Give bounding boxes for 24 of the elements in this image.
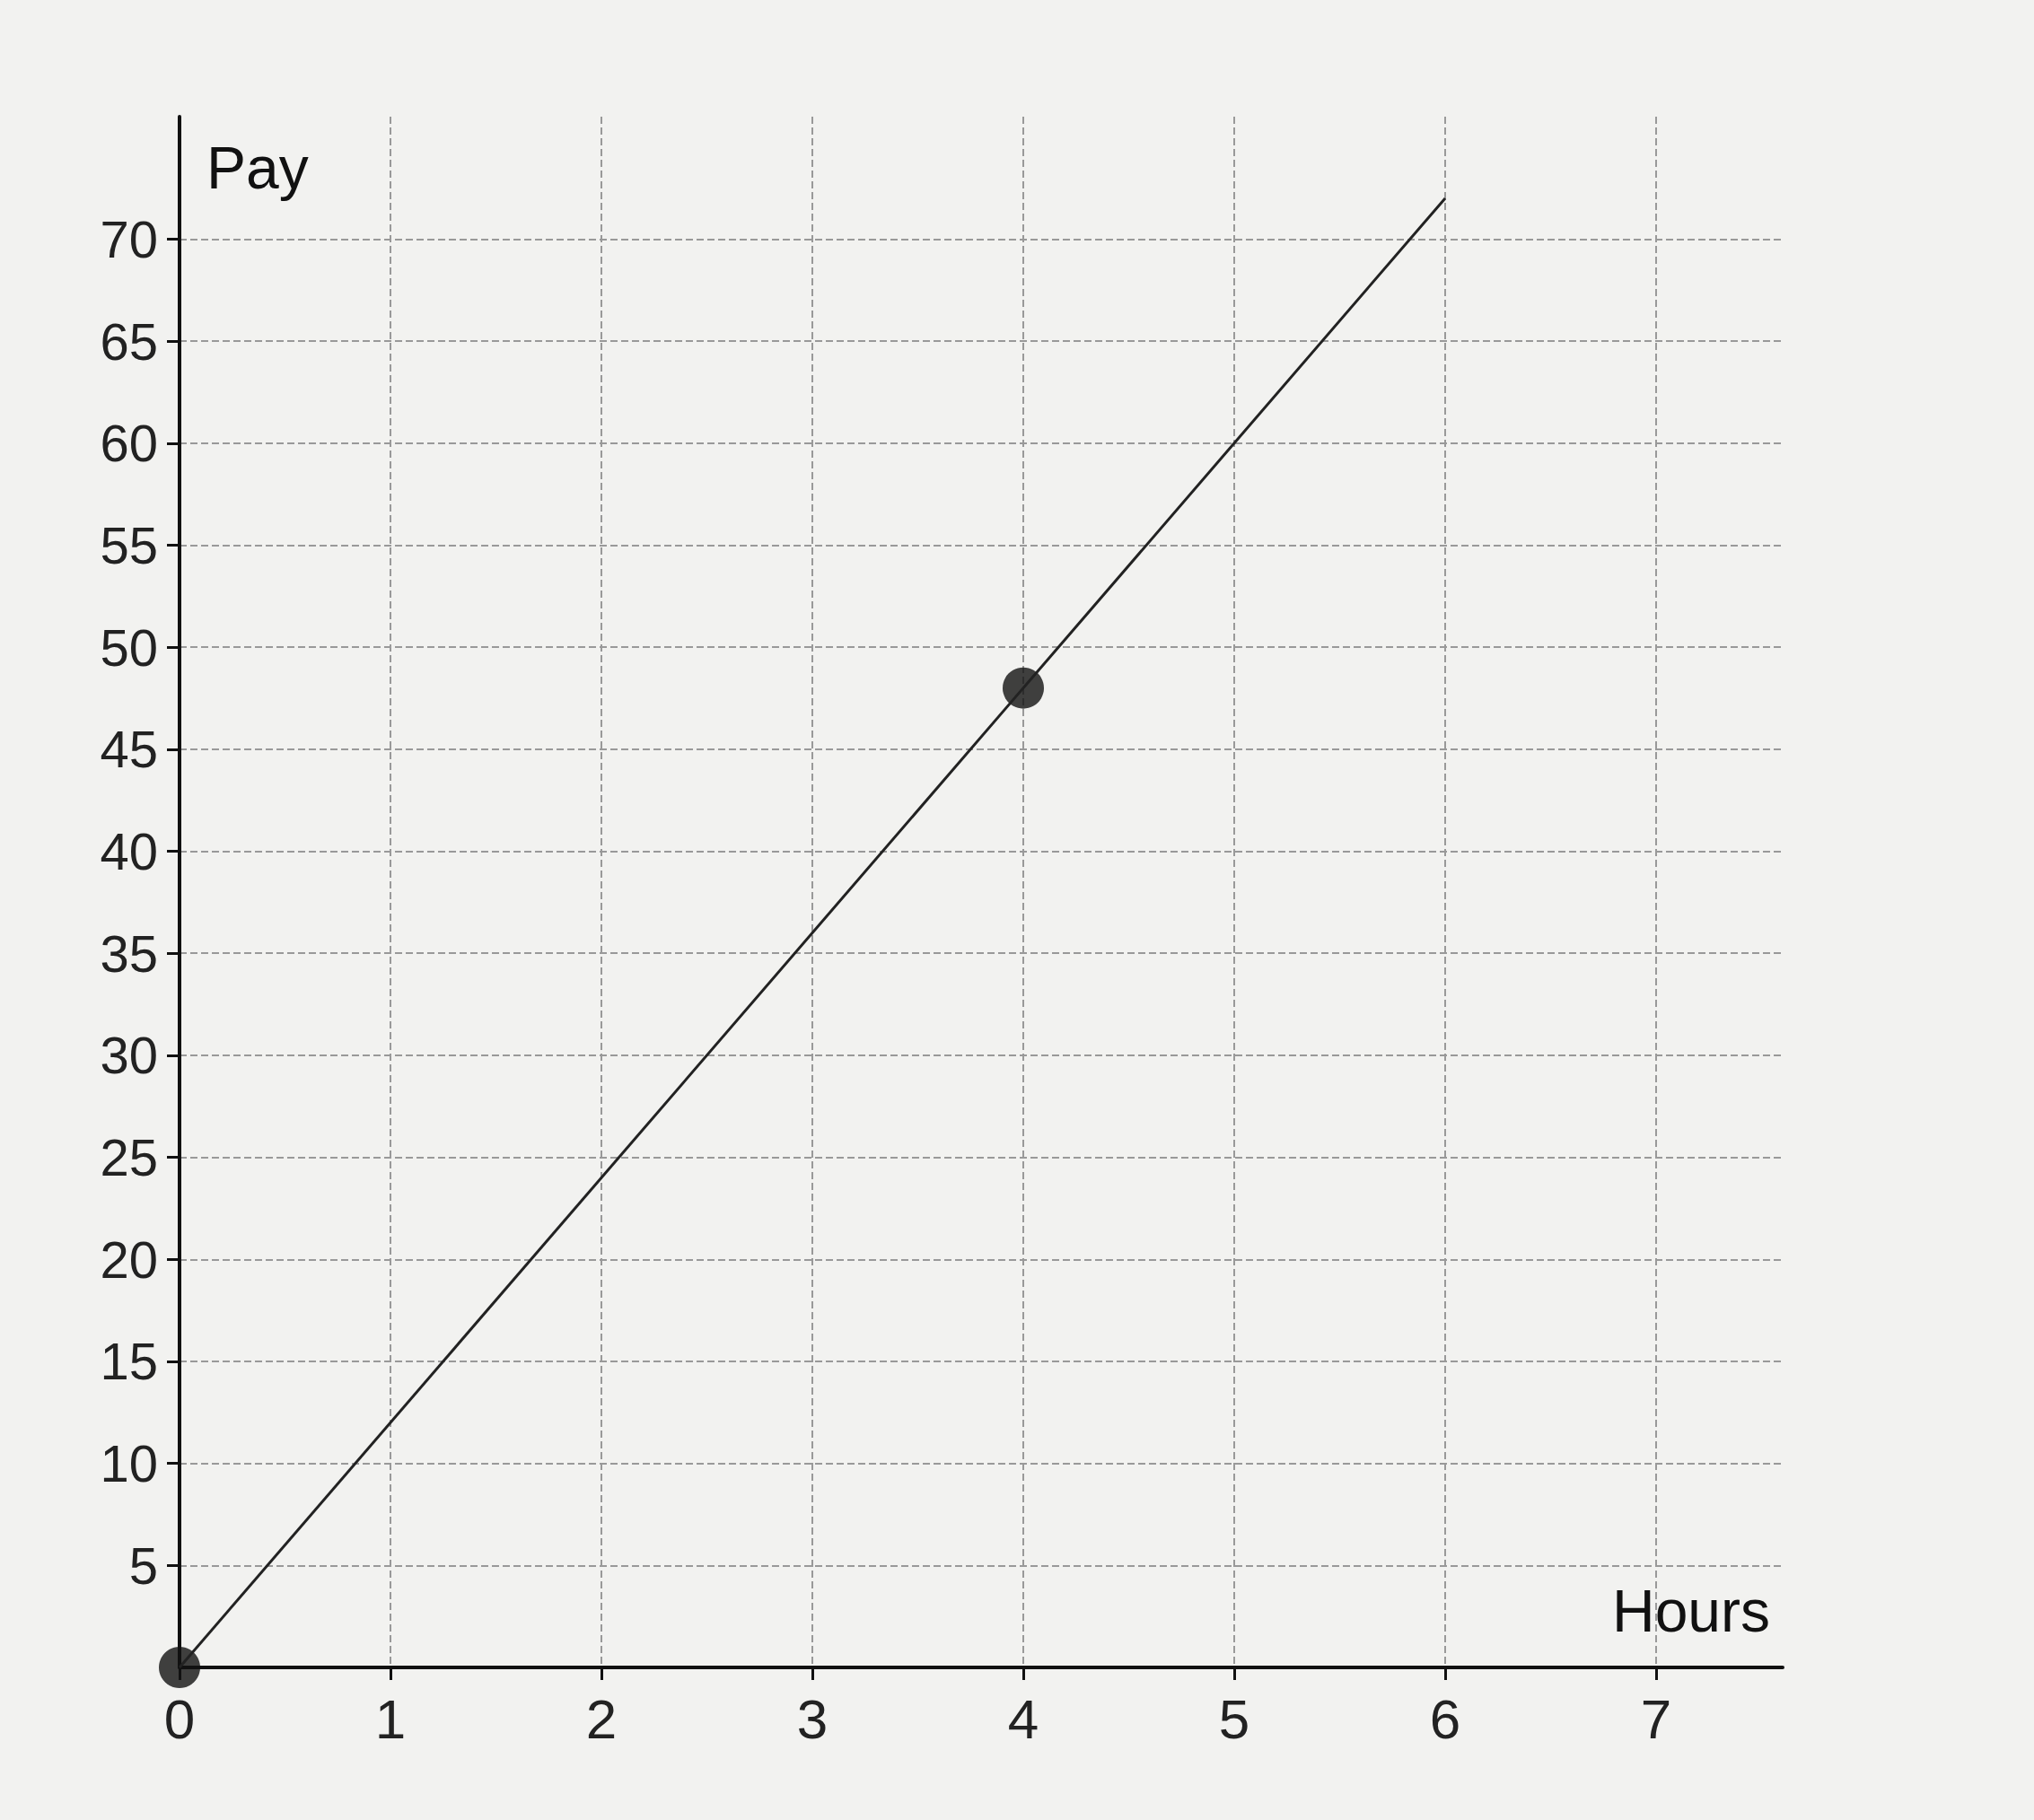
y-tick-label: 70 bbox=[100, 209, 158, 268]
y-tick-label: 5 bbox=[128, 1536, 158, 1595]
x-tick-label: 4 bbox=[1007, 1687, 1039, 1750]
y-tick-label: 20 bbox=[100, 1229, 158, 1289]
x-tick-label: 6 bbox=[1429, 1687, 1461, 1750]
x-tick-label: 5 bbox=[1218, 1687, 1250, 1750]
x-axis-title: Hours bbox=[1612, 1578, 1771, 1644]
x-tick-label: 1 bbox=[374, 1687, 407, 1750]
y-tick-label: 65 bbox=[100, 311, 158, 371]
x-tick-label: 3 bbox=[796, 1687, 829, 1750]
y-tick-label: 30 bbox=[100, 1026, 158, 1085]
y-tick-label: 40 bbox=[100, 822, 158, 881]
x-tick-label: 7 bbox=[1640, 1687, 1672, 1750]
y-tick-label: 25 bbox=[100, 1128, 158, 1187]
y-tick-label: 60 bbox=[100, 414, 158, 473]
y-tick-label: 45 bbox=[100, 720, 158, 779]
y-tick-label: 55 bbox=[100, 515, 158, 574]
y-tick-label: 15 bbox=[100, 1332, 158, 1391]
y-tick-label: 50 bbox=[100, 617, 158, 677]
y-tick-label: 10 bbox=[100, 1434, 158, 1493]
x-tick-label: 0 bbox=[163, 1687, 196, 1750]
y-axis-title: Pay bbox=[206, 135, 309, 201]
x-tick-label: 2 bbox=[585, 1687, 618, 1750]
y-tick-label: 35 bbox=[100, 923, 158, 983]
